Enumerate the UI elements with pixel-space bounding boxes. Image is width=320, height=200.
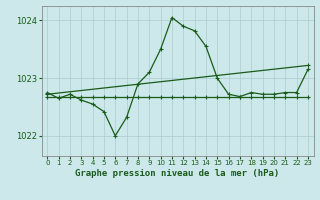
X-axis label: Graphe pression niveau de la mer (hPa): Graphe pression niveau de la mer (hPa) (76, 169, 280, 178)
